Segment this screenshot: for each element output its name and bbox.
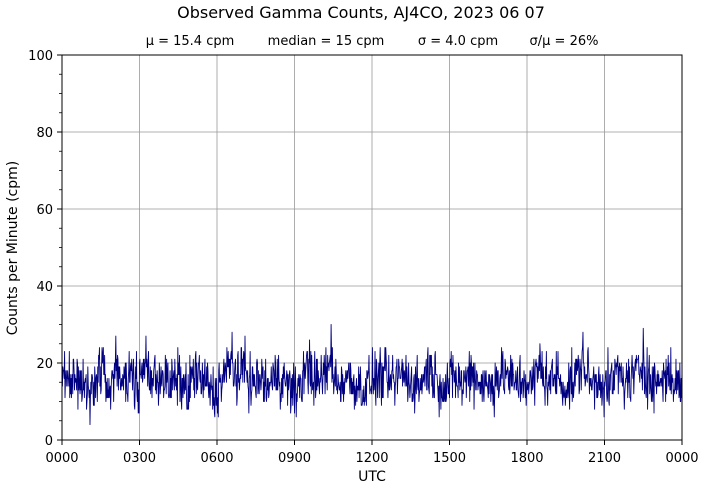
y-axis-ticks: 0 20 40 60 80 100: [28, 49, 62, 449]
x-tick-label: 0300: [123, 451, 156, 466]
y-tick-label: 40: [36, 280, 53, 295]
x-tick-label: 2100: [588, 451, 621, 466]
y-tick-label: 0: [45, 434, 53, 449]
subtitle-stats: μ = 15.4 cpm median = 15 cpm σ = 4.0 cpm…: [146, 34, 599, 49]
x-axis-ticks: 0000 0300 0600 0900 1200 1500 1800 2100 0000: [45, 440, 699, 466]
stat-mean: μ = 15.4 cpm: [146, 34, 235, 49]
y-tick-label: 100: [28, 49, 53, 64]
x-tick-label: 0900: [278, 451, 311, 466]
y-tick-label: 20: [36, 357, 53, 372]
x-tick-label: 0600: [200, 451, 233, 466]
series-line: [61, 324, 683, 426]
x-tick-label: 1200: [355, 451, 388, 466]
grid-lines: [62, 55, 682, 440]
stat-ratio: σ/μ = 26%: [530, 34, 599, 49]
chart-title: Observed Gamma Counts, AJ4CO, 2023 06 07: [177, 3, 545, 22]
x-axis-label: UTC: [358, 469, 386, 485]
y-tick-label: 60: [36, 203, 53, 218]
x-tick-label: 1500: [433, 451, 466, 466]
x-tick-label: 0000: [665, 451, 698, 466]
series-group: [61, 324, 683, 426]
y-axis-label: Counts per Minute (cpm): [5, 161, 21, 335]
stat-median: median = 15 cpm: [268, 34, 385, 49]
x-tick-label: 0000: [45, 451, 78, 466]
y-tick-label: 80: [36, 126, 53, 141]
stat-sigma: σ = 4.0 cpm: [418, 34, 498, 49]
x-tick-label: 1800: [510, 451, 543, 466]
